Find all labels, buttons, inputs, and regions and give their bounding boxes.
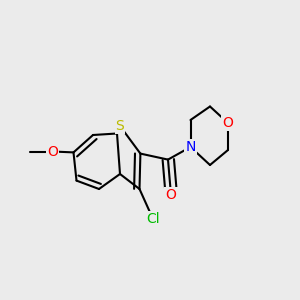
Text: S: S <box>116 119 124 133</box>
Text: O: O <box>47 145 58 158</box>
Text: Cl: Cl <box>146 212 160 226</box>
Text: N: N <box>185 140 196 154</box>
Text: O: O <box>223 116 233 130</box>
Text: O: O <box>166 188 176 202</box>
